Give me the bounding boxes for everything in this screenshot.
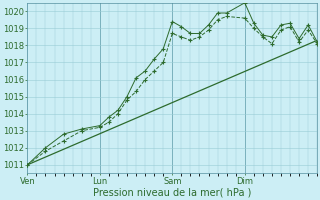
X-axis label: Pression niveau de la mer( hPa ): Pression niveau de la mer( hPa ) xyxy=(93,187,252,197)
